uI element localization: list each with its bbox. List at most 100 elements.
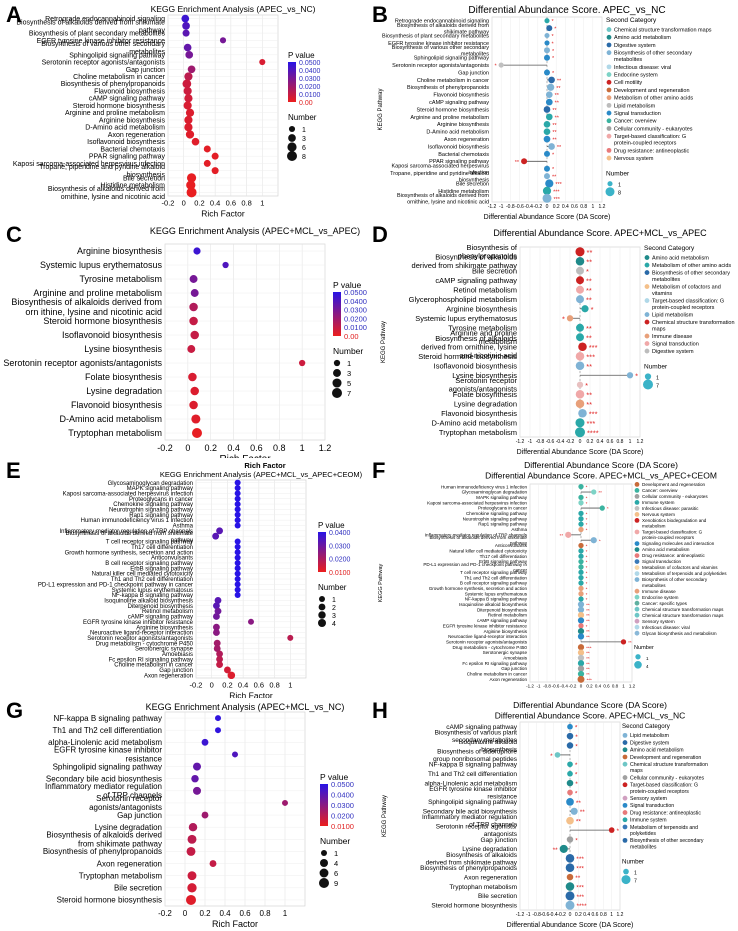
size-legend-label: 1	[618, 183, 621, 189]
size-legend-label: 7	[347, 389, 351, 398]
significance-stars: **	[552, 123, 557, 129]
category-label: of TRP channels	[103, 791, 162, 800]
data-point	[185, 130, 195, 139]
category-label: alpha-Linolenic acid metabolism	[48, 738, 162, 747]
significance-stars: *	[586, 554, 588, 559]
category-label: Choline metabolism in cancer	[467, 672, 528, 677]
category-label: Arginine and proline	[450, 329, 517, 338]
category-label: Biosynthesis of various other secondary	[41, 41, 165, 48]
data-point	[544, 69, 550, 76]
x-tick-label: -0.6	[546, 439, 555, 445]
legend-swatch	[606, 133, 612, 139]
x-tick-label: 0.6	[592, 912, 599, 918]
data-point	[234, 581, 241, 588]
category-label: Drug metabolism - cytochrome P450	[96, 641, 194, 647]
significance-stars: ***	[554, 197, 561, 203]
data-point	[578, 574, 584, 581]
significance-stars: *	[586, 560, 588, 565]
category-label: D-Amino acid metabolism	[59, 414, 162, 424]
data-point	[576, 333, 584, 342]
legend-label: Metabolism of cofactors and vitamins	[642, 565, 718, 570]
data-point	[578, 553, 584, 559]
legend-label: vitamins	[652, 291, 672, 297]
size-legend-dot	[318, 611, 326, 619]
legend-swatch	[634, 529, 640, 535]
data-point	[544, 32, 550, 39]
x-tick-label: 1.2	[319, 443, 332, 453]
data-point	[578, 569, 584, 575]
x-tick-label: 1	[629, 439, 632, 445]
data-point	[578, 516, 584, 522]
size-legend-label: 7	[656, 384, 659, 390]
category-label: Amoebiasis	[162, 652, 193, 658]
data-point	[234, 592, 241, 599]
data-point	[544, 18, 550, 24]
legend-label: Sensory system	[642, 619, 675, 624]
category-label: Amoebiasis	[503, 656, 527, 661]
category-label: D-Amino acid metabolism	[85, 125, 165, 132]
category-label: Systemic lupus erythematosus	[465, 591, 528, 596]
significance-stars: *	[586, 570, 588, 575]
category-label: Fc epsilon RI signaling pathway	[462, 661, 527, 666]
legend-swatch	[634, 541, 640, 546]
category-label: EGFR tyrosine kinase inhibitor resistanc…	[443, 623, 528, 628]
data-point	[565, 863, 575, 872]
category-label: from shikimate pathway	[78, 840, 162, 849]
category-label: Tyrosine metabolism	[448, 323, 517, 332]
category-label: Bile secretion	[478, 893, 517, 900]
category-label: Lysine degradation	[86, 386, 162, 396]
significance-stars: **	[576, 800, 582, 807]
data-point	[577, 611, 585, 619]
significance-stars: *	[552, 56, 555, 62]
category-label: EGFR tyrosine kinase inhibitor resistanc…	[388, 41, 489, 47]
data-point	[224, 666, 231, 674]
x-tick-label: -0.4	[549, 912, 558, 918]
category-label: NF-kappa B signaling pathway	[112, 593, 193, 599]
data-point	[578, 623, 584, 629]
significance-stars: *	[552, 152, 555, 158]
data-point	[203, 145, 211, 153]
category-label: Tryptophan metabolism	[449, 884, 517, 891]
legend-swatch	[644, 255, 650, 260]
legend-label: Immune system	[630, 818, 667, 824]
category-label: Proteoglycans in cancer	[129, 497, 193, 503]
significance-stars: *	[552, 34, 555, 40]
legend-label: Infectious disease: viral	[642, 625, 690, 630]
data-point	[578, 484, 584, 490]
category-label: MAPK signaling pathway	[476, 495, 528, 500]
category-label: Inflammatory mediator regulation	[45, 782, 162, 791]
legend-swatch	[622, 754, 628, 760]
category-label: Lysine degradation	[462, 846, 517, 853]
data-point	[184, 123, 193, 132]
legend-title: Second Category	[606, 17, 657, 24]
data-point	[567, 789, 573, 796]
category-label: Natural killer cell mediated cytotoxicit…	[92, 572, 193, 578]
legend-label: protein-coupled receptors	[652, 305, 715, 311]
legend-label: Development and regeneration	[630, 755, 701, 761]
significance-stars: **	[586, 629, 590, 634]
category-label: cAMP signaling pathway	[128, 615, 193, 621]
significance-stars: **	[552, 130, 557, 136]
x-tick-label: 0.2	[199, 909, 211, 918]
y-axis-label: KEGG Pathway	[378, 563, 384, 602]
legend-label: Infectious disease: viral	[614, 65, 671, 71]
data-point	[575, 389, 585, 399]
x-tick-label: 0.2	[553, 204, 560, 210]
legend-label: Chemical structure transformation maps	[642, 613, 724, 618]
legend-swatch	[606, 155, 612, 161]
legend-swatch	[644, 298, 650, 303]
category-label: Biosynthesis of plant secondary metaboli…	[29, 31, 166, 38]
data-point	[187, 65, 196, 74]
data-point	[578, 580, 584, 586]
chart-title: KEGG Enrichment Analysis (APEC+MCL_vs_AP…	[160, 470, 363, 479]
significance-stars: ***	[586, 645, 592, 650]
size-legend-label: 1	[302, 127, 306, 134]
category-label: Isoflavonoid biosynthesis	[428, 144, 489, 150]
significance-stars: *	[575, 734, 578, 741]
significance-stars: *	[586, 597, 588, 602]
size-legend-dot	[287, 151, 297, 161]
category-label: ErbB signaling pathway	[130, 566, 193, 572]
category-label: EGFR tyrosine kinase inhibitor	[429, 786, 518, 793]
legend-swatch	[606, 126, 612, 131]
size-legend-title: Number	[333, 346, 363, 356]
